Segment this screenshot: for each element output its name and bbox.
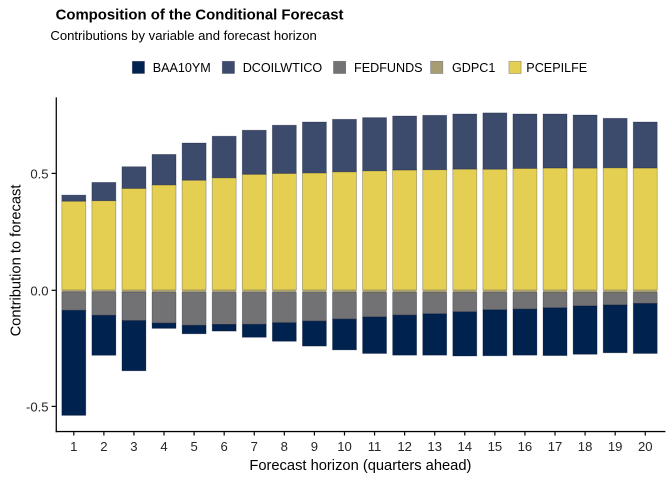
svg-text:14: 14 (458, 439, 473, 454)
svg-text:PCEPILFE: PCEPILFE (526, 61, 587, 75)
svg-text:10: 10 (337, 439, 352, 454)
svg-text:7: 7 (251, 439, 258, 454)
svg-text:0.0: 0.0 (30, 283, 48, 298)
svg-text:20: 20 (638, 439, 653, 454)
svg-text:FEDFUNDS: FEDFUNDS (354, 61, 423, 75)
svg-text:12: 12 (397, 439, 412, 454)
svg-text:0.5: 0.5 (30, 166, 48, 181)
svg-text:2: 2 (100, 439, 107, 454)
svg-text:-0.5: -0.5 (26, 399, 49, 414)
svg-text:5: 5 (190, 439, 197, 454)
svg-text:3: 3 (130, 439, 137, 454)
svg-text:16: 16 (518, 439, 533, 454)
svg-text:Contribution to forecast: Contribution to forecast (9, 185, 25, 337)
svg-text:DCOILWTICO: DCOILWTICO (243, 61, 323, 75)
svg-text:Contributions by variable and: Contributions by variable and forecast h… (50, 28, 316, 43)
svg-text:6: 6 (221, 439, 228, 454)
svg-text:13: 13 (427, 439, 442, 454)
svg-text:Composition of the Conditional: Composition of the Conditional Forecast (56, 8, 344, 24)
svg-text:4: 4 (160, 439, 167, 454)
svg-text:19: 19 (608, 439, 623, 454)
svg-text:GDPC1: GDPC1 (452, 61, 495, 75)
svg-text:1: 1 (70, 439, 77, 454)
svg-text:18: 18 (578, 439, 593, 454)
svg-text:15: 15 (488, 439, 503, 454)
svg-text:BAA10YM: BAA10YM (153, 61, 211, 75)
svg-text:Forecast horizon (quarters ahe: Forecast horizon (quarters ahead) (249, 458, 471, 474)
svg-text:17: 17 (548, 439, 563, 454)
svg-text:11: 11 (368, 439, 382, 454)
svg-text:9: 9 (311, 439, 318, 454)
svg-text:8: 8 (281, 439, 288, 454)
